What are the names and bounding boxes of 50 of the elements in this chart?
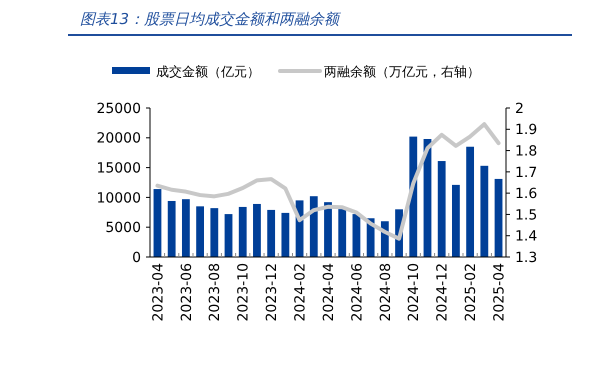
bar [438,161,446,257]
bar [338,208,346,257]
y-tick-label: 5000 [105,220,141,236]
y2-tick-label: 1.5 [515,207,538,224]
y-tick-label: 15000 [96,160,141,176]
y2-tick-label: 1.4 [515,228,538,245]
x-tick-label: 2024-10 [406,263,422,322]
y2-tick-label: 1.3 [515,250,538,266]
x-tick-label: 2024-02 [292,263,308,322]
bar [480,166,488,257]
bar [182,199,190,257]
y-tick-label: 20000 [96,130,141,147]
bar [452,184,460,257]
bar [281,212,290,257]
line-series [155,122,501,241]
bar [224,214,232,257]
x-tick-label: 2023-04 [150,262,166,322]
chart-title: 图表13：股票日均成交金额和两融余额 [80,10,342,28]
x-tick-label: 2023-10 [236,263,252,322]
x-tick-label: 2024-04 [320,262,337,322]
x-tick-label: 2023-08 [207,263,224,322]
y-tick-label: 0 [132,250,141,266]
bar [352,214,360,257]
x-tick-label: 2025-04 [491,262,508,322]
y2-tick-label: 1.6 [515,186,538,202]
y-tick-label: 10000 [96,190,141,206]
legend-label: 成交金额（亿元） [156,64,260,80]
bar [238,206,247,257]
bar [324,202,332,257]
y2-tick-label: 1.7 [515,164,538,181]
y2-tick-label: 1.8 [515,143,538,160]
x-tick-label: 2024-08 [378,263,394,322]
bar [196,206,204,257]
bar [267,210,276,257]
bar [253,204,261,257]
bar [168,200,176,257]
y2-tick-label: 1.9 [515,122,538,138]
legend-label: 两融余额（万亿元，右轴） [324,65,480,80]
bar [494,178,502,257]
x-tick-label: 2025-02 [463,263,480,322]
bar [154,189,162,257]
x-tick-label: 2023-06 [178,262,195,322]
x-tick-label: 2024-12 [434,263,451,322]
y2-tick-label: 2 [515,100,524,117]
x-tick-label: 2023-12 [264,263,280,322]
bar [424,138,432,257]
y-tick-label: 25000 [96,100,141,117]
x-tick-label: 2024-06 [349,262,366,322]
bar [210,208,218,257]
bar [466,146,474,257]
